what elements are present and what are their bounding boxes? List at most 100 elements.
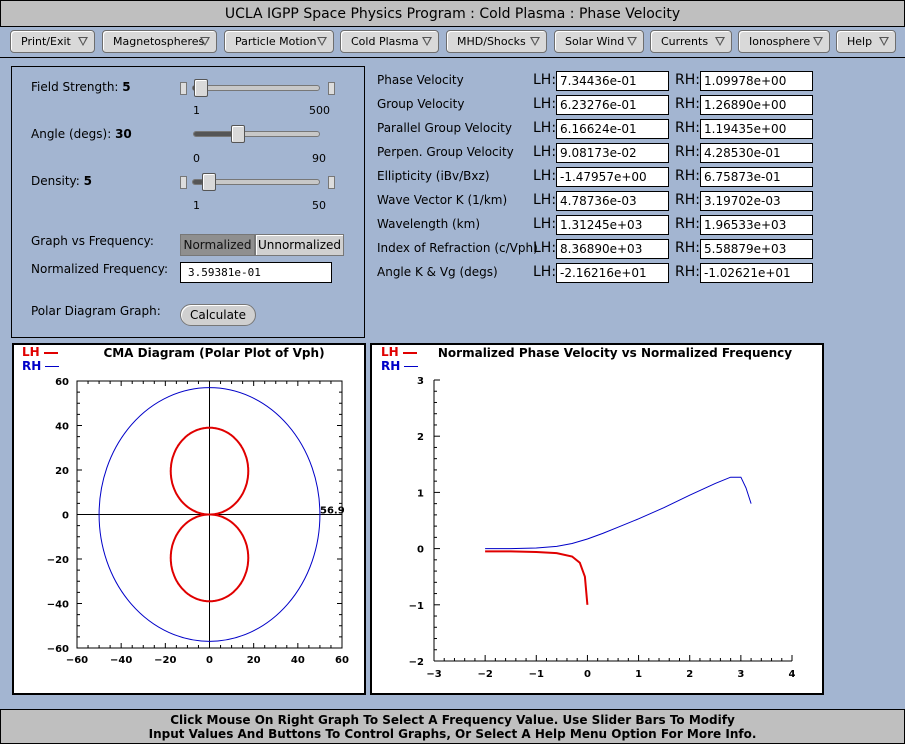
y-tick-label: −20 <box>47 555 69 566</box>
slider-left-arrow[interactable] <box>180 82 187 95</box>
menu-particle-motion[interactable]: Particle Motion <box>224 30 334 53</box>
rh-label: RH: <box>675 168 700 184</box>
lh-label: LH: <box>533 192 557 208</box>
rh-label: RH: <box>675 192 700 208</box>
x-tick-label: 0 <box>206 655 213 666</box>
lh-value-field[interactable]: 9.08173e-02 <box>556 143 669 163</box>
lh-value-field[interactable]: -2.16216e+01 <box>556 263 669 283</box>
density-slider-thumb[interactable] <box>202 173 217 191</box>
angle-label: Angle (degs): 30 <box>31 127 132 141</box>
legend-rh: RH <box>22 359 60 373</box>
window-title: UCLA IGPP Space Physics Program : Cold P… <box>0 0 905 27</box>
lh-value-field[interactable]: 4.78736e-03 <box>556 191 669 211</box>
field-strength-slider-thumb[interactable] <box>194 79 209 97</box>
density-value: 5 <box>83 174 92 188</box>
cma-diagram-graph[interactable]: −60 −60 −40 −40 −20 −20 0 0 20 20 40 40 60 60 56.9 <box>12 343 366 695</box>
chevron-down-icon <box>317 37 327 46</box>
phase-velocity-title: Normalized Phase Velocity vs Normalized … <box>437 346 793 360</box>
normalized-frequency-label: Normalized Frequency: <box>31 262 169 276</box>
field-strength-slider[interactable] <box>192 85 320 91</box>
chevron-down-icon <box>422 37 432 46</box>
slider-right-arrow[interactable] <box>328 82 335 95</box>
phase-velocity-graph[interactable]: −3 −2 −1 0 1 2 3 4 −2 −1 0 1 2 3 <box>370 343 824 695</box>
status-bar: Click Mouse On Right Graph To Select A F… <box>0 709 905 744</box>
rh-label: RH: <box>675 264 700 280</box>
slider-left-arrow[interactable] <box>180 176 187 189</box>
x-tick-label: −20 <box>154 655 176 666</box>
density-slider[interactable] <box>192 179 320 185</box>
rh-value-field[interactable]: 4.28530e-01 <box>700 143 813 163</box>
menu-label: Currents <box>661 35 709 48</box>
output-label: Ellipticity (iBv/Bxz) <box>377 169 490 183</box>
lh-value-field[interactable]: 8.36890e+03 <box>556 239 669 259</box>
lh-label: LH: <box>533 72 557 88</box>
angle-slider-fill <box>194 132 236 136</box>
menu-ionosphere[interactable]: Ionosphere <box>738 30 830 53</box>
rh-value-field[interactable]: 1.09978e+00 <box>700 71 813 91</box>
density-min: 1 <box>193 199 200 212</box>
chevron-down-icon <box>627 37 637 46</box>
lh-value-field[interactable]: 6.16624e-01 <box>556 119 669 139</box>
y-tick-label: −1 <box>409 601 424 612</box>
angle-value: 30 <box>115 127 132 141</box>
lh-value-field[interactable]: -1.47957e+00 <box>556 167 669 187</box>
calculate-button[interactable]: Calculate <box>180 304 256 326</box>
lh-value-field[interactable]: 1.31245e+03 <box>556 215 669 235</box>
output-label: Parallel Group Velocity <box>377 121 512 135</box>
y-tick-label: 40 <box>55 422 69 433</box>
lh-value-field[interactable]: 7.34436e-01 <box>556 71 669 91</box>
x-tick-label: −2 <box>477 669 492 680</box>
rh-series-line <box>485 476 752 550</box>
rh-value-field[interactable]: 1.96533e+03 <box>700 215 813 235</box>
rh-value-field[interactable]: 3.19702e-03 <box>700 191 813 211</box>
menu-label: Particle Motion <box>235 35 317 48</box>
menu-label: Help <box>847 35 873 48</box>
density-slider-fill <box>193 180 204 184</box>
menu-cold-plasma[interactable]: Cold Plasma <box>340 30 439 53</box>
menu-print-exit[interactable]: Print/Exit <box>10 30 95 53</box>
menu-solar-wind[interactable]: Solar Wind <box>554 30 644 53</box>
lh-value-field[interactable]: 6.23276e-01 <box>556 95 669 115</box>
x-tick-label: −40 <box>110 655 132 666</box>
lh-label: LH: <box>533 240 557 256</box>
menu-currents[interactable]: Currents <box>650 30 732 53</box>
menu-label: Print/Exit <box>21 35 71 48</box>
menu-label: Ionosphere <box>749 35 811 48</box>
menu-magnetospheres[interactable]: Magnetospheres <box>102 30 217 53</box>
normalized-frequency-input[interactable]: 3.59381e-01 <box>180 262 332 283</box>
rh-value-field[interactable]: 6.75873e-01 <box>700 167 813 187</box>
unnormalized-button[interactable]: Unnormalized <box>255 234 344 256</box>
menu-bar: Print/Exit Magnetospheres Particle Motio… <box>0 27 905 58</box>
angle-text: Angle (degs): <box>31 127 112 141</box>
lh-label: LH: <box>533 216 557 232</box>
angle-slider-thumb[interactable] <box>230 125 245 143</box>
rh-label: RH: <box>675 72 700 88</box>
output-label: Wave Vector K (1/km) <box>377 193 508 207</box>
polar-diagram-label: Polar Diagram Graph: <box>31 304 161 318</box>
x-tick-label: −1 <box>529 669 544 680</box>
rh-value-field[interactable]: 1.19435e+00 <box>700 119 813 139</box>
control-panel <box>11 66 365 338</box>
menu-help[interactable]: Help <box>836 30 896 53</box>
angle-slider[interactable] <box>193 131 320 137</box>
menu-mhd-shocks[interactable]: MHD/Shocks <box>446 30 547 53</box>
rh-value-field[interactable]: -1.02621e+01 <box>700 263 813 283</box>
slider-right-arrow[interactable] <box>328 176 335 189</box>
y-tick-label: −2 <box>409 657 424 668</box>
rh-label: RH: <box>675 96 700 112</box>
lh-series-line <box>485 550 589 605</box>
x-tick-label: 1 <box>635 669 642 680</box>
graph-vs-frequency-label: Graph vs Frequency: <box>31 234 154 248</box>
density-max: 50 <box>312 199 326 212</box>
y-tick-label: 2 <box>417 432 424 443</box>
cma-diagram-plot[interactable]: −60−60 −40 −40 −20 −20 0 0 20 20 40 40 60 60 56.9 <box>14 345 364 693</box>
lh-label: LH: <box>533 168 557 184</box>
rh-value-field[interactable]: 1.26890e+00 <box>700 95 813 115</box>
chevron-down-icon <box>200 37 210 46</box>
output-label: Wavelength (km) <box>377 217 481 231</box>
y-tick-label: 60 <box>55 377 69 388</box>
normalized-button[interactable]: Normalized <box>180 234 255 256</box>
lh-label: LH: <box>533 264 557 280</box>
rh-value-field[interactable]: 5.58879e+03 <box>700 239 813 259</box>
